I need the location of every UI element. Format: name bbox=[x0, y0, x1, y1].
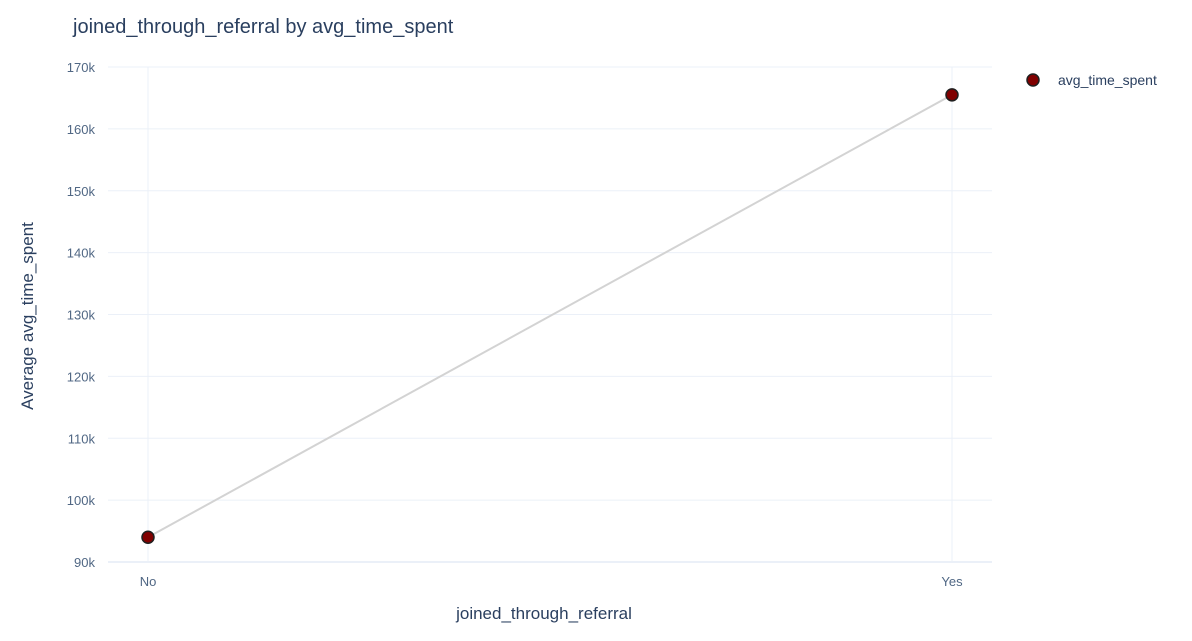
x-tick-label: Yes bbox=[941, 574, 963, 589]
chart-title: joined_through_referral by avg_time_spen… bbox=[72, 16, 454, 38]
y-tick-label: 160k bbox=[67, 122, 96, 137]
y-tick-label: 150k bbox=[67, 184, 96, 199]
y-tick-label: 110k bbox=[68, 431, 96, 446]
y-tick-label: 140k bbox=[67, 246, 96, 261]
legend[interactable]: avg_time_spent bbox=[1026, 72, 1157, 88]
y-tick-label: 170k bbox=[67, 60, 96, 75]
x-axis-title: joined_through_referral bbox=[455, 604, 632, 623]
y-tick-label: 100k bbox=[67, 493, 96, 508]
y-tick-label: 130k bbox=[67, 308, 96, 323]
x-axis-ticks: No Yes bbox=[140, 574, 963, 589]
series-line bbox=[147, 93, 953, 539]
y-axis-title: Average avg_time_spent bbox=[18, 222, 37, 410]
series-layer bbox=[141, 88, 959, 544]
data-point-no[interactable] bbox=[141, 530, 155, 544]
legend-marker bbox=[1026, 73, 1040, 87]
x-tick-label: No bbox=[140, 574, 157, 589]
legend-label-avg-time-spent: avg_time_spent bbox=[1058, 72, 1157, 88]
y-tick-label: 90k bbox=[74, 555, 95, 570]
data-point-yes[interactable] bbox=[945, 88, 959, 102]
y-axis-ticks: 90k 100k 110k 120k 130k 140k 150k 160k 170k bbox=[67, 60, 96, 570]
y-tick-label: 120k bbox=[67, 369, 96, 384]
grid-lines bbox=[108, 66, 992, 563]
